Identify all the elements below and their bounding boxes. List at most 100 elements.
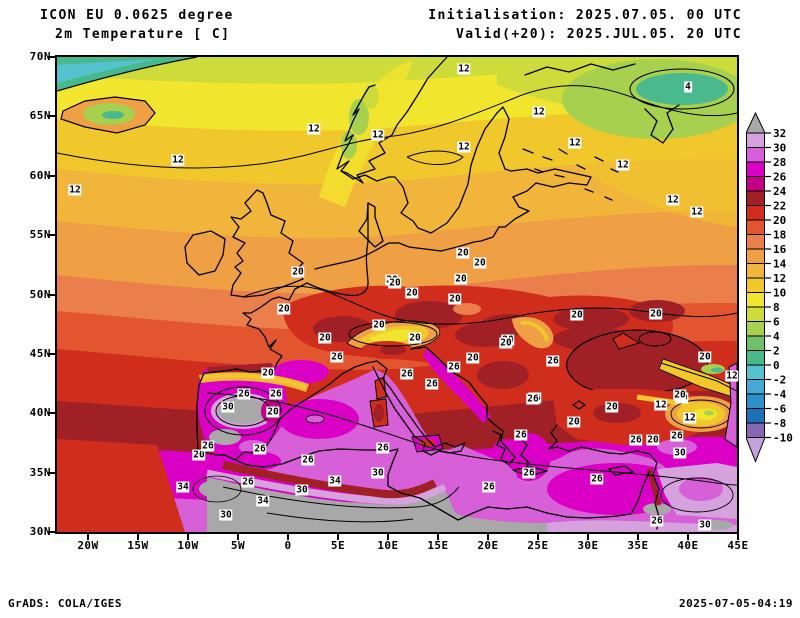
contour-label: 26	[400, 368, 414, 380]
lat-tick-label: 45N	[29, 346, 51, 360]
lat-tick	[48, 174, 55, 177]
colorbar-band	[746, 306, 765, 322]
colorbar-tick-label: -10	[773, 432, 793, 445]
contour-label: 20	[405, 287, 419, 299]
contour-label: 26	[253, 443, 267, 455]
contour-label: 26	[237, 388, 251, 400]
colorbar-band	[746, 277, 765, 293]
contour-label: 20	[570, 309, 584, 321]
contour-label: 34	[176, 481, 190, 493]
colorbar-tick-label: -4	[773, 388, 787, 401]
contour-label: 12	[532, 106, 546, 118]
contour-label: 12	[171, 154, 185, 166]
contour-label: 20	[673, 389, 687, 401]
colorbar-band	[746, 364, 765, 380]
contour-label: 12	[690, 206, 704, 218]
contour-label: 20	[318, 332, 332, 344]
contour-label: 30	[673, 447, 687, 459]
colorbar-tick-label: 22	[773, 200, 786, 213]
contour-label: 12	[616, 159, 630, 171]
model-title: ICON EU 0.0625 degree	[40, 8, 234, 23]
lon-tick	[737, 533, 739, 540]
contour-label: 26	[650, 515, 664, 527]
contour-label: 20	[698, 351, 712, 363]
colorbar-tick-label: 12	[773, 272, 786, 285]
contour-label: 20	[649, 308, 663, 320]
contour-label: 26	[269, 388, 283, 400]
contour-label: 34	[256, 495, 270, 507]
contour-label: 20	[567, 416, 581, 428]
lon-tick-label: 10E	[377, 539, 399, 552]
contour-label: 30	[371, 467, 385, 479]
colorbar-tick-label: 20	[773, 214, 786, 227]
colorbar-band	[746, 147, 765, 163]
lon-tick-label: 20E	[477, 539, 499, 552]
lat-tick-label: 70N	[29, 50, 51, 63]
contour-label: 20	[372, 319, 386, 331]
grads-credit: GrADS: COLA/IGES	[8, 597, 122, 610]
lon-tick	[537, 533, 539, 540]
contour-label: 20	[408, 332, 422, 344]
lat-tick-label: 50N	[29, 287, 51, 301]
contour-label: 26	[522, 467, 536, 479]
contour-label: 26	[590, 473, 604, 485]
lon-tick-label: 30E	[577, 539, 599, 552]
contour-label: 12	[725, 370, 739, 382]
colorbar-band	[746, 248, 765, 264]
contour-label: 4	[684, 81, 692, 93]
lon-tick	[237, 533, 239, 540]
contour-label: 34	[328, 475, 342, 487]
lat-tick	[48, 293, 55, 296]
over-range-arrow	[745, 111, 766, 134]
contour-label: 20	[605, 401, 619, 413]
contour-label: 26	[514, 429, 528, 441]
lat-tick	[48, 412, 55, 415]
lat-tick-label: 30N	[29, 525, 51, 538]
colorbar-band	[746, 393, 765, 409]
contour-label: 12	[457, 141, 471, 153]
contour-label: 20	[291, 266, 305, 278]
colorbar-band	[746, 335, 765, 351]
colorbar-tick-label: 6	[773, 316, 780, 329]
colorbar-tick-label: 10	[773, 287, 786, 300]
creation-timestamp: 2025-07-05-04:19	[679, 597, 793, 610]
colorbar-band	[746, 190, 765, 206]
contour-label: 26	[447, 361, 461, 373]
colorbar-band	[746, 205, 765, 221]
colorbar-band	[746, 292, 765, 308]
contour-label: 12	[683, 412, 697, 424]
colorbar-band	[746, 176, 765, 192]
colorbar-tick-label: -6	[773, 403, 787, 416]
contour-label: 12	[307, 123, 321, 135]
lon-tick	[387, 533, 389, 540]
lon-tick-label: 5E	[330, 539, 346, 552]
contour-label: 26	[330, 351, 344, 363]
lon-tick-label: 20W	[77, 539, 99, 552]
contour-label: 20	[266, 406, 280, 418]
colorbar-band	[746, 408, 765, 424]
contour-label: 12	[666, 194, 680, 206]
lat-tick-label: 55N	[29, 228, 51, 242]
temperature-map	[57, 57, 737, 532]
lat-tick	[48, 352, 55, 355]
colorbar-band	[746, 379, 765, 395]
contour-label: 20	[261, 367, 275, 379]
contour-label: 26	[376, 442, 390, 454]
contour-label: 20	[466, 352, 480, 364]
lon-tick	[87, 533, 89, 540]
contour-label: 20	[192, 449, 206, 461]
lon-tick	[487, 533, 489, 540]
contour-label: 26	[201, 440, 215, 452]
contour-label: 20	[448, 293, 462, 305]
colorbar-tick-label: 28	[773, 156, 786, 169]
colorbar-band	[746, 263, 765, 279]
colorbar-tick-label: 8	[773, 301, 780, 314]
colorbar-tick-label: 24	[773, 185, 787, 198]
contour-label: 26	[546, 355, 560, 367]
contour-label: 12	[371, 129, 385, 141]
colorbar-tick-label: 16	[773, 243, 787, 256]
contour-label: 20	[646, 434, 660, 446]
valid-time: Valid(+20): 2025.JUL.05. 20 UTC	[455, 27, 742, 42]
contour-label: 30	[698, 519, 712, 531]
